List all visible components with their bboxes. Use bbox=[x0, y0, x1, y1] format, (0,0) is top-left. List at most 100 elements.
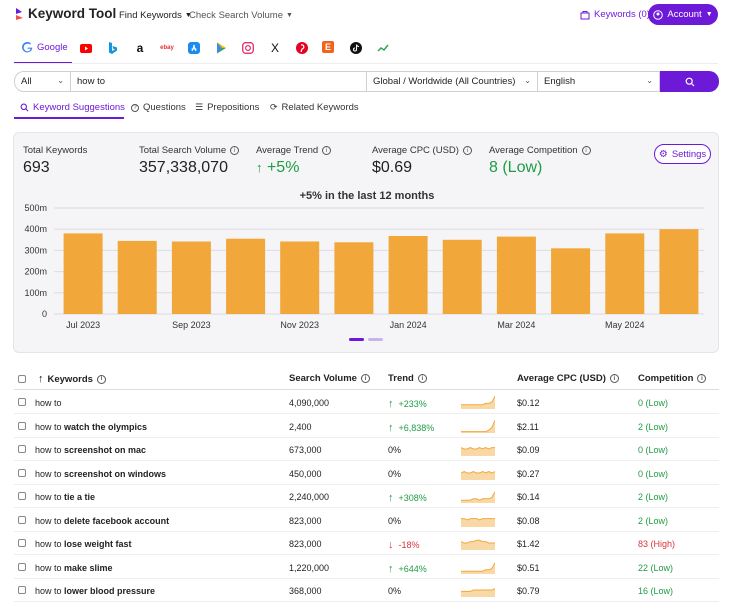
tab-related-keywords[interactable]: ⟳ Related Keywords bbox=[270, 102, 359, 113]
keyword-text[interactable]: how to make slime bbox=[35, 563, 113, 573]
arrow-up-icon: ↑ bbox=[256, 160, 263, 175]
app-store-icon[interactable] bbox=[187, 41, 201, 55]
table-row[interactable]: how to screenshot on windows 450,000 0% $0.… bbox=[14, 462, 719, 485]
row-checkbox[interactable] bbox=[18, 515, 26, 524]
info-icon[interactable]: i bbox=[697, 374, 707, 383]
tab-keyword-suggestions[interactable]: Keyword Suggestions bbox=[20, 102, 125, 113]
keyword-text[interactable]: how to screenshot on mac bbox=[35, 445, 146, 455]
stat-average-cpc: Average CPC (USD) i $0.69 bbox=[372, 145, 472, 177]
keyword-text[interactable]: how to bbox=[35, 398, 62, 408]
nav-find-keywords[interactable]: Find Keywords ▼ bbox=[119, 10, 192, 21]
tab-prepositions[interactable]: ☰ Prepositions bbox=[195, 102, 259, 113]
search-button[interactable] bbox=[660, 71, 719, 92]
stat-total-keywords: Total Keywords 693 bbox=[23, 145, 87, 177]
stat-average-trend: Average Trend i ↑ +5% bbox=[256, 145, 332, 177]
sparkline-area bbox=[461, 540, 495, 550]
pinterest-icon[interactable] bbox=[295, 41, 309, 55]
settings-button[interactable]: ⚙ Settings bbox=[654, 144, 711, 164]
etsy-icon[interactable]: E bbox=[322, 41, 334, 53]
table-row[interactable]: how to make slime 1,220,000 ↑ +644% $0.51 22 … bbox=[14, 556, 719, 579]
table-row[interactable]: how to lower blood pressure 368,000 0% $0.7… bbox=[14, 579, 719, 602]
info-icon[interactable]: i bbox=[230, 146, 240, 155]
table-row[interactable]: how to watch the olympics 2,400 ↑ +6,838% $2… bbox=[14, 415, 719, 438]
row-checkbox[interactable] bbox=[18, 421, 26, 430]
youtube-icon[interactable] bbox=[79, 41, 93, 55]
chevron-down-icon: ⌄ bbox=[646, 76, 653, 85]
col-average-cpc[interactable]: Average CPC (USD) i bbox=[517, 373, 619, 384]
table-row[interactable]: how to 4,090,000 ↑ +233% $0.12 0 (Low) bbox=[14, 391, 719, 414]
row-checkbox[interactable] bbox=[18, 398, 26, 406]
keyword-suffix: screenshot on mac bbox=[64, 445, 147, 455]
scope-select[interactable]: All ⌄ bbox=[14, 71, 71, 92]
amazon-icon[interactable]: a bbox=[136, 41, 144, 55]
table-row[interactable]: how to delete facebook account 823,000 0% $… bbox=[14, 509, 719, 532]
trend-cell: ↑ +308% bbox=[388, 492, 427, 504]
bing-icon[interactable] bbox=[106, 41, 120, 55]
caret-down-icon: ▼ bbox=[286, 12, 293, 19]
info-icon[interactable]: i bbox=[462, 146, 472, 155]
trend-sparkline bbox=[461, 419, 495, 433]
col-competition[interactable]: Competition i bbox=[638, 373, 707, 384]
competition-cell: 22 (Low) bbox=[638, 562, 674, 573]
tiktok-icon[interactable] bbox=[349, 41, 363, 55]
trend-cell: 0% bbox=[388, 516, 401, 526]
keyword-text[interactable]: how to screenshot on windows bbox=[35, 469, 166, 479]
col-search-volume[interactable]: Search Volume i bbox=[289, 373, 370, 384]
search-volume-cell: 2,240,000 bbox=[289, 492, 330, 502]
play-store-icon[interactable] bbox=[214, 41, 228, 55]
result-tabs: Keyword Suggestions ? Questions ☰ Prepos… bbox=[14, 98, 719, 120]
row-checkbox[interactable] bbox=[18, 492, 26, 500]
keyword-prefix: how to bbox=[35, 421, 65, 432]
trend-value: 0% bbox=[388, 586, 402, 596]
row-checkbox[interactable] bbox=[18, 586, 26, 594]
keyword-text[interactable]: how to lose weight fast bbox=[35, 539, 132, 549]
info-icon[interactable]: i bbox=[96, 374, 106, 384]
keyword-text[interactable]: how to watch the olympics bbox=[35, 422, 147, 432]
trend-cell: 0% bbox=[388, 469, 401, 479]
info-icon[interactable]: i bbox=[322, 146, 332, 155]
select-all-checkbox[interactable] bbox=[18, 375, 26, 383]
tab-questions[interactable]: ? Questions bbox=[131, 102, 186, 113]
competition-cell: 0 (Low) bbox=[638, 398, 669, 408]
row-checkbox[interactable] bbox=[18, 539, 26, 547]
sparkline-area bbox=[461, 471, 495, 480]
search-volume-cell: 673,000 bbox=[289, 445, 322, 455]
cpc-cell: $2.11 bbox=[517, 421, 539, 432]
x-icon[interactable]: X bbox=[270, 41, 279, 55]
row-checkbox[interactable] bbox=[18, 445, 26, 453]
bar bbox=[388, 236, 428, 314]
row-checkbox[interactable] bbox=[18, 562, 26, 571]
logo[interactable]: Keyword Tool bbox=[14, 6, 116, 21]
stat-total-volume: Total Search Volume i 357,338,070 bbox=[139, 145, 240, 177]
keyword-text[interactable]: how to delete facebook account bbox=[35, 516, 169, 526]
trends-icon[interactable] bbox=[376, 41, 390, 55]
instagram-icon[interactable] bbox=[241, 41, 255, 55]
col-keywords[interactable]: ↑ Keywords i bbox=[38, 373, 106, 385]
ebay-icon[interactable]: ebay bbox=[160, 45, 174, 51]
source-google-tab[interactable]: Google bbox=[14, 38, 72, 64]
keyword-text[interactable]: how to tie a tie bbox=[35, 492, 95, 502]
language-select[interactable]: English ⌄ bbox=[538, 71, 660, 92]
table-row[interactable]: how to tie a tie 2,240,000 ↑ +308% $0.14 2 (L… bbox=[14, 485, 719, 508]
keywords-basket-link[interactable]: Keywords (0) bbox=[580, 9, 650, 20]
bar bbox=[63, 233, 103, 314]
search-input[interactable]: how to bbox=[71, 71, 367, 92]
pagination-dot[interactable] bbox=[368, 338, 383, 341]
col-trend[interactable]: Trend i bbox=[388, 373, 427, 384]
nav-check-search-volume[interactable]: Check Search Volume ▼ bbox=[189, 10, 293, 21]
info-icon[interactable]: i bbox=[417, 374, 427, 383]
refresh-icon: ⟳ bbox=[270, 102, 278, 112]
cpc-cell: $1.42 bbox=[517, 539, 540, 549]
table-row[interactable]: how to screenshot on mac 673,000 0% $0.09 0 … bbox=[14, 438, 719, 461]
location-select[interactable]: Global / Worldwide (All Countries) ⌄ bbox=[367, 71, 538, 92]
basket-icon bbox=[580, 10, 590, 19]
info-icon[interactable]: i bbox=[360, 374, 370, 383]
info-icon[interactable]: i bbox=[581, 146, 591, 155]
account-button[interactable]: Account ▼ bbox=[648, 4, 718, 25]
row-checkbox[interactable] bbox=[18, 468, 26, 477]
chevron-down-icon: ⌄ bbox=[524, 76, 531, 85]
keyword-text[interactable]: how to lower blood pressure bbox=[35, 586, 155, 596]
table-row[interactable]: how to lose weight fast 823,000 ↓ -18% $1.42… bbox=[14, 532, 719, 555]
info-icon[interactable]: i bbox=[609, 374, 619, 383]
pagination-dot[interactable] bbox=[349, 338, 364, 341]
